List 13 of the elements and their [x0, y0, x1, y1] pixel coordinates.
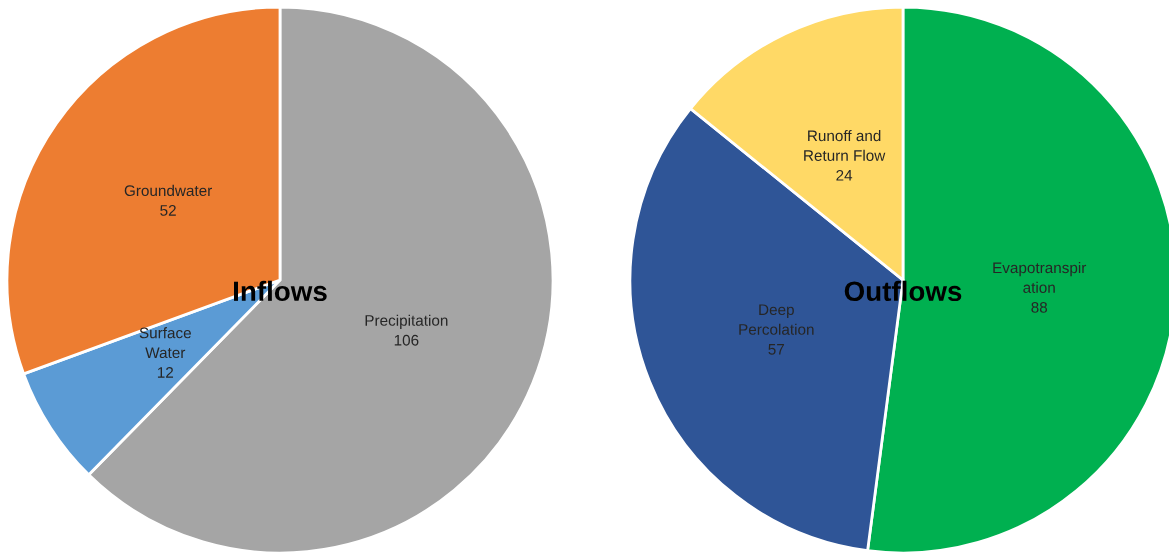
slice-label: Precipitation — [365, 314, 448, 329]
data-label: 57 — [768, 343, 785, 355]
text: Inflows — [234, 280, 327, 302]
data-label: 24 — [836, 169, 853, 181]
slice-label: Runoff and Return Flow — [804, 129, 886, 161]
slice-label: Surface Water — [139, 327, 191, 359]
data-label: 106 — [394, 334, 419, 346]
data-label: 12 — [157, 367, 174, 378]
slice-label: Evapotranspir ation — [993, 261, 1087, 293]
slice-label: Groundwater — [124, 184, 213, 197]
data-label: 88 — [1031, 301, 1048, 313]
slice-label: Deep Percolation — [739, 304, 814, 335]
data-label: 52 — [160, 204, 176, 216]
